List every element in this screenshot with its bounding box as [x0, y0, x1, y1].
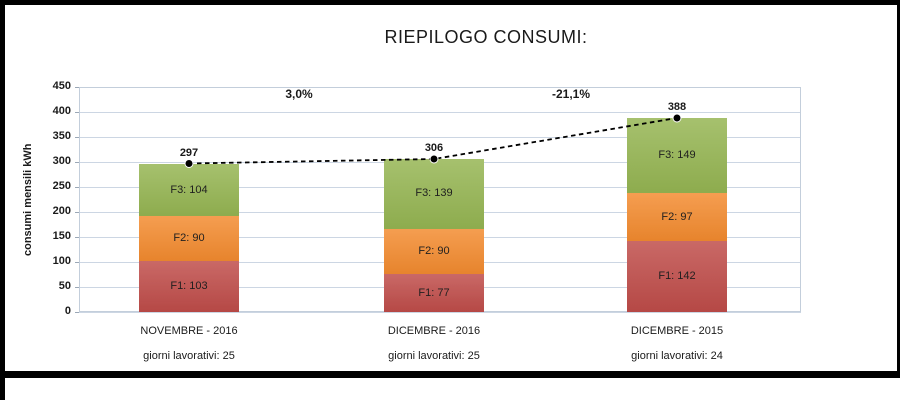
y-gridline: [79, 312, 801, 313]
y-tick-mark: [75, 137, 79, 138]
bar-total-label: 388: [667, 101, 687, 113]
category-label: DICEMBRE - 2015: [630, 325, 724, 337]
bar-segment-label: F2: 97: [661, 210, 693, 223]
bar-segment-label: F1: 103: [170, 279, 208, 292]
y-tick-mark: [75, 212, 79, 213]
trend-dashed-line: [188, 117, 678, 165]
y-tick-label: 50: [58, 280, 71, 292]
y-tick-mark: [75, 237, 79, 238]
working-days-label: giorni lavorativi: 25: [143, 350, 235, 362]
bar-segment-f3: [139, 163, 239, 216]
bar-segment-label: F3: 104: [170, 183, 208, 196]
working-days-label: giorni lavorativi: 24: [631, 350, 723, 362]
bar-segment-f1: [627, 241, 727, 312]
category-label: NOVEMBRE - 2016: [140, 325, 238, 337]
working-days-label: giorni lavorativi: 25: [388, 350, 480, 362]
bar-segment-f1: [139, 260, 239, 312]
next-empty-section: [0, 378, 900, 400]
y-tick-mark: [75, 187, 79, 188]
y-tick-label: 450: [52, 80, 71, 92]
bar-segment-f2: [384, 228, 484, 274]
percent-change-label: -21,1%: [551, 87, 591, 101]
y-tick-label: 0: [64, 305, 71, 317]
y-tick-mark: [75, 112, 79, 113]
bar-segment-label: F1: 77: [418, 286, 450, 299]
trend-point-marker: [184, 159, 194, 168]
y-tick-label: 150: [52, 230, 71, 242]
bar-segment-f2: [627, 192, 727, 241]
y-tick-label: 250: [52, 180, 71, 192]
percent-change-label: 3,0%: [285, 87, 313, 101]
trend-point-marker: [429, 154, 439, 164]
y-tick-mark: [75, 262, 79, 263]
bar-segment-label: F3: 139: [415, 187, 453, 199]
trend-point-marker: [672, 113, 682, 123]
y-tick-label: 200: [52, 205, 71, 217]
bar-segment-label: F2: 90: [418, 244, 450, 257]
y-tick-mark: [75, 87, 79, 88]
y-tick-label: 350: [52, 130, 71, 142]
bar-segment-f3: [627, 118, 727, 193]
bar-segment-label: F1: 142: [658, 270, 696, 282]
y-tick-label: 100: [52, 255, 71, 267]
bar-segment-f3: [384, 159, 484, 229]
y-gridline: [79, 137, 801, 138]
y-tick-mark: [75, 312, 79, 313]
bar-total-label: 306: [424, 142, 444, 154]
category-label: DICEMBRE - 2016: [387, 325, 481, 337]
y-tick-label: 400: [52, 105, 71, 117]
y-gridline: [79, 112, 801, 113]
chart-title: RIEPILOGO CONSUMI:: [384, 27, 588, 47]
bar-segment-f2: [139, 215, 239, 261]
bar-total-label: 297: [179, 146, 199, 159]
y-tick-mark: [75, 162, 79, 163]
bar-segment-f1: [384, 273, 484, 312]
bar-segment-label: F2: 90: [173, 231, 205, 244]
y-tick-mark: [75, 287, 79, 288]
bar-segment-label: F3: 149: [658, 149, 696, 161]
y-tick-label: 300: [52, 155, 71, 167]
